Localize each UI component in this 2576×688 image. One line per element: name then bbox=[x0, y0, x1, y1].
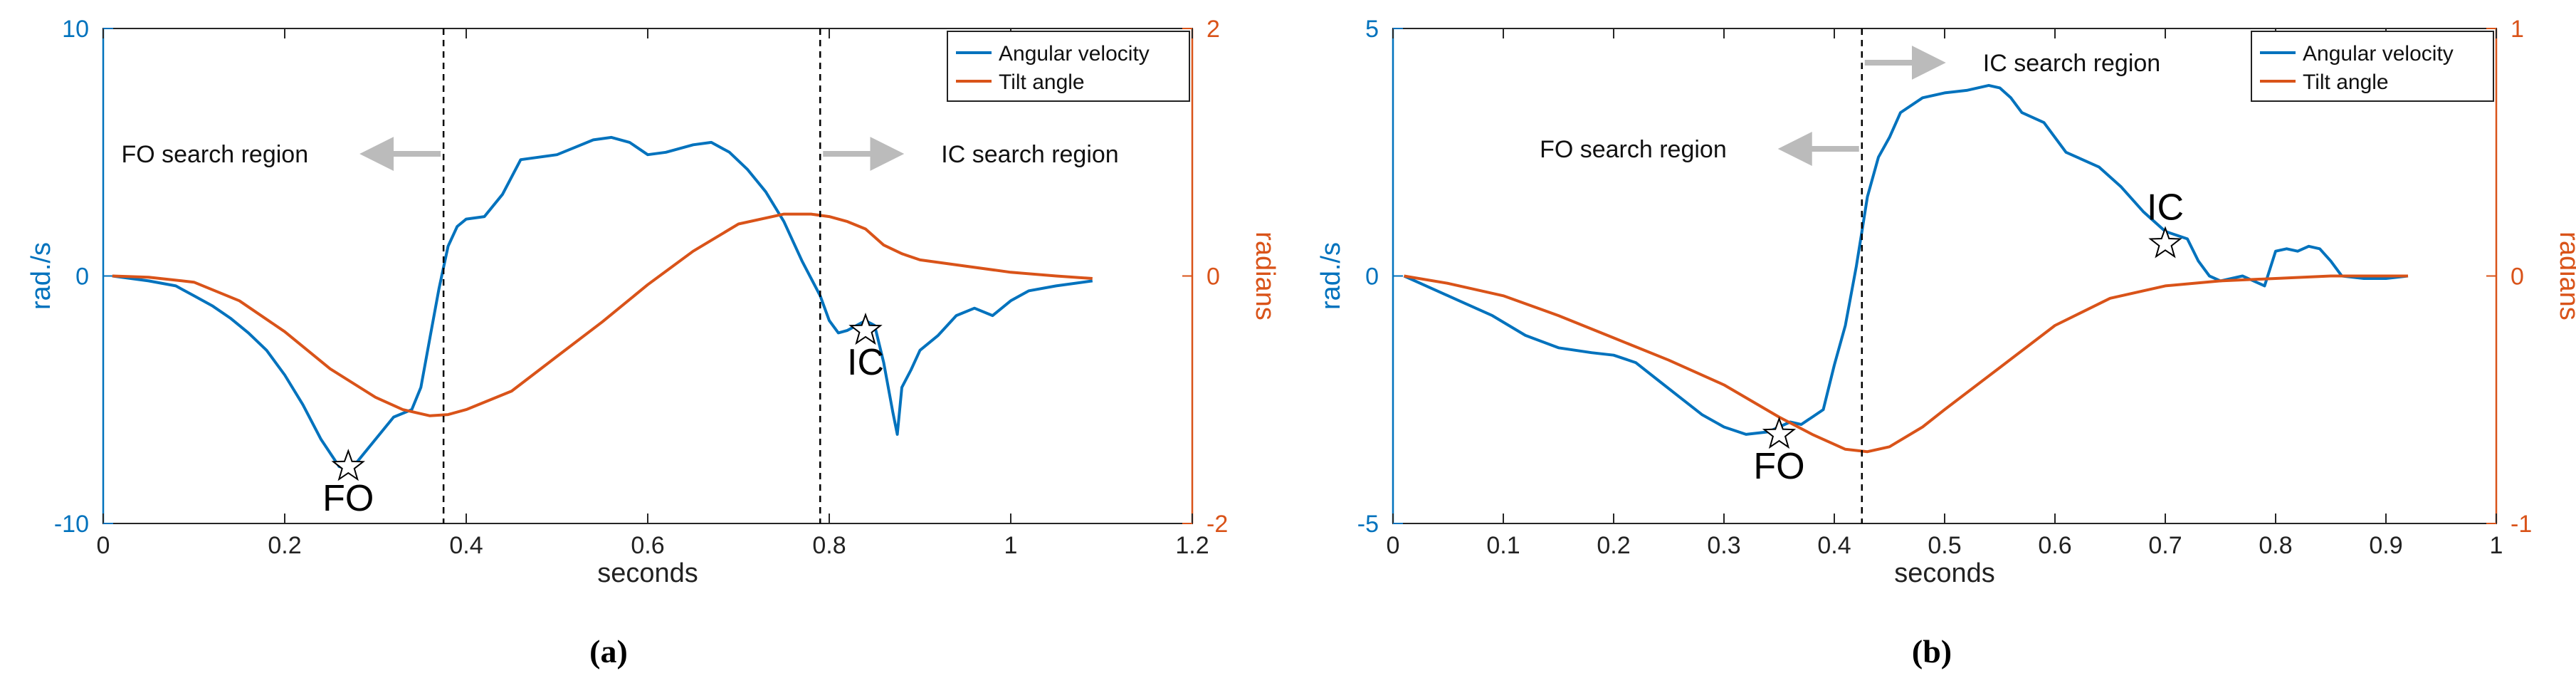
fo-search-label: FO search region bbox=[121, 141, 308, 168]
x-tick-label: 0.4 bbox=[449, 532, 483, 559]
fo-marker-star bbox=[1762, 416, 1797, 449]
x-tick-label: 0.9 bbox=[2369, 532, 2402, 559]
ic-search-label: IC search region bbox=[941, 141, 1118, 168]
panel-b: 0 0.1 0.2 0.3 0.4 0.5 0.6 0.7 0.8 0.9 1 -5 0 5 -1 0 1 sec… bbox=[1316, 16, 2576, 588]
y-right-tick-label: 0 bbox=[2511, 264, 2524, 291]
caption-b-letter: b bbox=[1923, 633, 1941, 669]
legend: Angular velocity Tilt angle bbox=[2251, 31, 2494, 102]
caption-a-letter: a bbox=[601, 633, 617, 669]
y-left-axis-label: rad./s bbox=[1316, 242, 1346, 310]
y-right-tick-label: 1 bbox=[2511, 16, 2524, 43]
x-tick-label: 0.5 bbox=[1928, 532, 1961, 559]
caption-b: (b) bbox=[1912, 633, 1952, 669]
series-angular-velocity bbox=[1403, 83, 2409, 436]
ic-marker-star bbox=[848, 312, 883, 345]
x-tick-label: 1 bbox=[2490, 532, 2503, 559]
x-tick-label: 0.1 bbox=[1486, 532, 1520, 559]
y-right-axis-label: radians bbox=[2554, 231, 2576, 320]
y-right-tick-label: 0 bbox=[1206, 264, 1220, 291]
x-tick-label: 0.6 bbox=[2038, 532, 2071, 559]
x-tick-label: 0.2 bbox=[268, 532, 301, 559]
x-tick-label: 0.8 bbox=[2259, 532, 2292, 559]
x-tick-label: 0.4 bbox=[1817, 532, 1851, 559]
fo-search-label: FO search region bbox=[1540, 136, 1727, 163]
y-left-axis-label: rad./s bbox=[26, 242, 56, 310]
ic-event-label: IC bbox=[2147, 187, 2184, 228]
x-axis-label: seconds bbox=[1894, 558, 1995, 588]
y-left-tick-label: -10 bbox=[54, 511, 89, 538]
legend-label: Angular velocity bbox=[2303, 42, 2454, 66]
x-axis-label: seconds bbox=[597, 558, 698, 588]
legend-label: Tilt angle bbox=[2303, 71, 2389, 94]
x-tick-label: 0.3 bbox=[1707, 532, 1740, 559]
y-right-axis-label: radians bbox=[1250, 231, 1280, 320]
legend-label: Angular velocity bbox=[999, 42, 1150, 66]
ic-event-label: IC bbox=[847, 342, 884, 383]
y-left-tick-label: 0 bbox=[1365, 264, 1379, 291]
x-tick-label: 0 bbox=[1387, 532, 1400, 559]
series-angular-velocity bbox=[112, 135, 1093, 471]
ic-search-label: IC search region bbox=[1983, 50, 2160, 77]
caption-a: (a) bbox=[589, 633, 628, 669]
x-tick-label: 0.7 bbox=[2148, 532, 2182, 559]
y-left-tick-label: 0 bbox=[75, 264, 89, 291]
ic-marker-star bbox=[2148, 226, 2182, 259]
legend: Angular velocity Tilt angle bbox=[947, 31, 1190, 102]
y-left-tick-label: 5 bbox=[1365, 16, 1379, 43]
panel-a: 0 0.2 0.4 0.6 0.8 1 1.2 -10 0 10 -2 0 2 seconds rad./s… bbox=[26, 16, 1280, 588]
legend-box bbox=[947, 31, 1190, 102]
x-tick-label: 0.6 bbox=[631, 532, 664, 559]
fo-marker-star bbox=[331, 449, 366, 481]
series-tilt-angle bbox=[112, 212, 1093, 417]
y-left-tick-label: 10 bbox=[62, 16, 89, 43]
series-tilt-angle bbox=[1404, 274, 2408, 454]
y-right-tick-label: 2 bbox=[1206, 16, 1220, 43]
y-right-tick-label: -1 bbox=[2511, 511, 2532, 538]
plot-frame bbox=[102, 28, 1193, 524]
x-tick-label: 1 bbox=[1004, 532, 1018, 559]
y-left-tick-label: -5 bbox=[1357, 511, 1379, 538]
legend-label: Tilt angle bbox=[999, 71, 1085, 94]
y-right-tick-label: -2 bbox=[1206, 511, 1228, 538]
x-tick-label: 0.8 bbox=[812, 532, 846, 559]
x-tick-label: 1.2 bbox=[1175, 532, 1209, 559]
fo-event-label: FO bbox=[1753, 446, 1804, 487]
x-tick-label: 0.2 bbox=[1597, 532, 1630, 559]
legend-box bbox=[2251, 31, 2494, 102]
fo-event-label: FO bbox=[322, 478, 374, 519]
x-tick-label: 0 bbox=[97, 532, 110, 559]
